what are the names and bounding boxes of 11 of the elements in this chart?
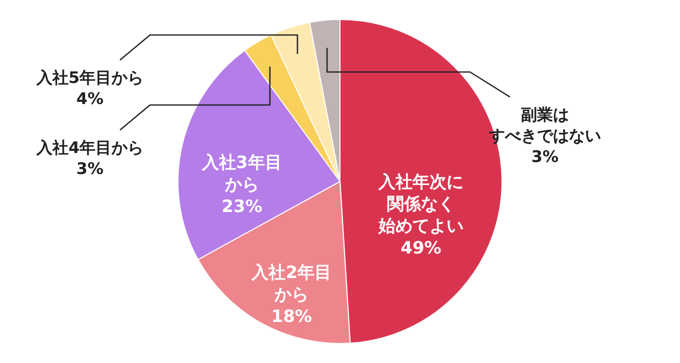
slice-label: 入社5年目から (35, 68, 144, 87)
data-label: 4% (76, 89, 104, 108)
data-label: 3% (76, 159, 104, 178)
data-label: 3% (531, 147, 559, 166)
data-label: 18% (271, 307, 312, 328)
slice-label: 入社4年目から (35, 138, 144, 157)
slice-label: 入社年次に関係なく始めてよい (377, 172, 464, 236)
data-label: 23% (222, 197, 262, 218)
data-label: 49% (400, 238, 442, 258)
slice-label: 入社3年目から (201, 153, 282, 196)
slice-label: 入社2年目から (250, 263, 332, 306)
